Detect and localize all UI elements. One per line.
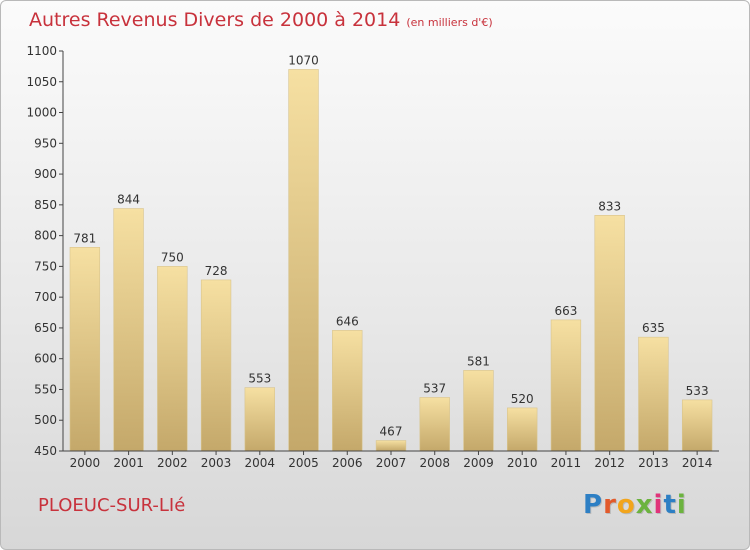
bar-value-label: 553 (248, 372, 271, 386)
place-name: PLOEUC-SUR-LIé (38, 495, 186, 516)
bar-2008 (419, 397, 450, 452)
bar-2001 (113, 208, 144, 452)
x-tick-label: 2002 (157, 456, 188, 470)
bar-value-label: 833 (598, 199, 621, 213)
x-tick-label: 2010 (507, 456, 538, 470)
logo-letter: o (616, 490, 636, 520)
bar-2011 (550, 319, 582, 452)
logo-letter: t (663, 490, 677, 520)
logo-letter: i (676, 490, 687, 520)
bar-chart: 781 844 750 728 553 1070 646 467 537 581 520 663 833… (26, 44, 719, 470)
axes-group: 2000 2001 2002 2003 2004 2005 2006 2007 2008 2009… (26, 44, 719, 470)
logo-letter: P (583, 490, 604, 520)
bar-value-label: 1070 (288, 53, 319, 67)
bar-value-label: 646 (336, 314, 359, 328)
y-tick-label: 450 (34, 444, 57, 458)
y-tick-label: 1000 (26, 106, 57, 120)
x-tick-label: 2003 (201, 456, 232, 470)
y-tick-label: 700 (34, 290, 57, 304)
bar-2003 (200, 279, 232, 452)
x-tick-label: 2008 (419, 456, 450, 470)
y-tick-label: 750 (34, 259, 57, 273)
bar-2010 (507, 407, 538, 452)
x-tick-label: 2004 (245, 456, 276, 470)
logo-letter: r (603, 490, 617, 520)
x-tick-label: 2000 (70, 456, 101, 470)
y-tick-label: 900 (34, 167, 57, 181)
bar-2004 (244, 387, 275, 452)
x-tick-label: 2014 (682, 456, 713, 470)
bar-value-label: 520 (511, 392, 534, 406)
bar-value-label: 581 (467, 354, 490, 368)
bar-value-label: 663 (554, 304, 577, 318)
bar-value-label: 781 (73, 231, 96, 245)
bar-2005 (288, 69, 319, 452)
chart-title-text: Autres Revenus Divers de 2000 à 2014 (29, 9, 401, 31)
x-tick-label: 2006 (332, 456, 363, 470)
y-tick-label: 1050 (26, 75, 57, 89)
x-tick-label: 2009 (463, 456, 494, 470)
bar-2000 (69, 247, 101, 452)
y-tick-label: 650 (34, 321, 57, 335)
bar-value-label: 635 (642, 321, 665, 335)
bar-value-label: 844 (117, 193, 140, 207)
logo-letter: i (653, 490, 664, 520)
bar-2007 (375, 440, 407, 452)
bar-value-label: 467 (380, 425, 403, 439)
bar-value-label: 533 (686, 384, 709, 398)
chart-title: Autres Revenus Divers de 2000 à 2014 (en … (29, 9, 493, 31)
y-tick-label: 800 (34, 229, 57, 243)
x-tick-label: 2005 (288, 456, 319, 470)
y-tick-label: 850 (34, 198, 57, 212)
bar-value-label: 728 (205, 264, 228, 278)
bars-group: 781 844 750 728 553 1070 646 467 537 581 520 663 833… (69, 53, 713, 452)
y-tick-label: 550 (34, 382, 57, 396)
bar-2009 (463, 370, 494, 452)
logo-letter: x (635, 490, 654, 520)
x-tick-label: 2007 (376, 456, 407, 470)
y-tick-label: 600 (34, 352, 57, 366)
bar-value-label: 537 (423, 381, 446, 395)
bar-2012 (594, 215, 625, 452)
bar-2013 (638, 336, 669, 452)
y-tick-label: 950 (34, 136, 57, 150)
bar-2006 (332, 330, 363, 452)
chart-unit: (en milliers d'€) (406, 16, 493, 29)
bar-2002 (157, 266, 188, 452)
proxiti-logo: Proxiti (583, 490, 687, 520)
x-tick-label: 2001 (113, 456, 144, 470)
x-tick-label: 2013 (638, 456, 669, 470)
x-tick-label: 2011 (551, 456, 582, 470)
y-tick-label: 1100 (26, 44, 57, 58)
y-tick-label: 500 (34, 413, 57, 427)
bar-2014 (681, 399, 713, 452)
bar-value-label: 750 (161, 250, 184, 264)
x-tick-label: 2012 (594, 456, 625, 470)
